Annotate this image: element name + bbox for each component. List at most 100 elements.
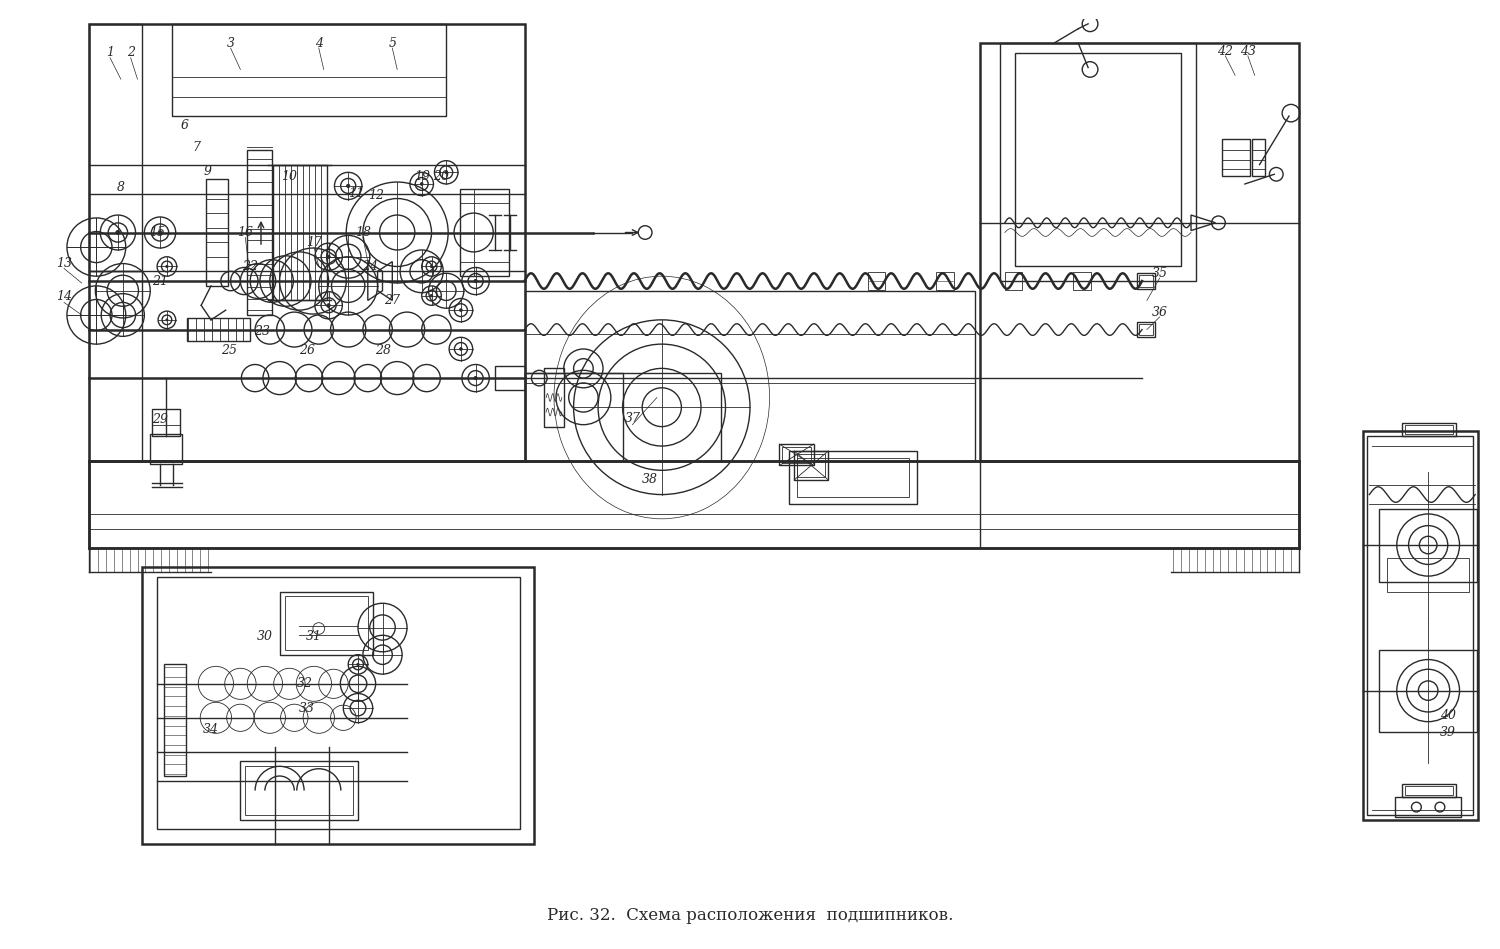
Text: 34: 34 bbox=[202, 723, 219, 735]
Bar bbox=[150, 435, 182, 463]
Text: 15: 15 bbox=[148, 226, 165, 239]
Bar bbox=[1362, 432, 1478, 820]
Text: 3: 3 bbox=[226, 37, 234, 49]
Text: Рис. 32.  Схема расположения  подшипников.: Рис. 32. Схема расположения подшипников. bbox=[548, 907, 952, 924]
Bar bbox=[796, 454, 825, 477]
Circle shape bbox=[357, 663, 358, 665]
Text: 16: 16 bbox=[237, 226, 254, 239]
Bar bbox=[460, 203, 509, 262]
Text: 35: 35 bbox=[1152, 267, 1167, 280]
Text: 37: 37 bbox=[624, 413, 640, 425]
Circle shape bbox=[327, 255, 330, 258]
Bar bbox=[88, 24, 525, 460]
Bar bbox=[1368, 437, 1473, 815]
Text: 7: 7 bbox=[192, 140, 201, 154]
Bar bbox=[152, 409, 180, 437]
Text: 20: 20 bbox=[433, 170, 450, 183]
Text: 17: 17 bbox=[306, 235, 322, 249]
Bar bbox=[88, 271, 142, 460]
Bar bbox=[158, 577, 519, 829]
Text: 31: 31 bbox=[306, 630, 322, 642]
Bar bbox=[1388, 558, 1470, 591]
Circle shape bbox=[165, 266, 168, 268]
Bar bbox=[206, 179, 228, 286]
Text: 9: 9 bbox=[202, 165, 211, 177]
Bar bbox=[246, 767, 352, 815]
Bar bbox=[1252, 140, 1266, 177]
Text: 8: 8 bbox=[117, 181, 124, 195]
Bar bbox=[1074, 272, 1090, 289]
Bar bbox=[240, 761, 358, 820]
Text: 24: 24 bbox=[362, 260, 378, 273]
Circle shape bbox=[459, 308, 462, 311]
Bar bbox=[1401, 784, 1455, 797]
Text: 30: 30 bbox=[256, 630, 273, 642]
Bar bbox=[1378, 509, 1478, 582]
Bar bbox=[88, 24, 142, 271]
Text: 6: 6 bbox=[180, 120, 189, 132]
Text: 19: 19 bbox=[414, 170, 429, 183]
Bar bbox=[88, 460, 1299, 548]
Text: 23: 23 bbox=[254, 325, 270, 338]
Text: 14: 14 bbox=[56, 290, 72, 303]
Text: 39: 39 bbox=[1440, 726, 1456, 739]
Text: 28: 28 bbox=[375, 344, 392, 358]
Text: 2: 2 bbox=[126, 47, 135, 60]
Text: 38: 38 bbox=[642, 474, 658, 487]
Circle shape bbox=[166, 319, 168, 321]
Bar bbox=[1222, 140, 1250, 177]
Text: 29: 29 bbox=[152, 414, 168, 426]
Bar bbox=[248, 150, 272, 315]
Bar bbox=[285, 597, 368, 650]
Bar bbox=[1137, 273, 1155, 288]
Text: 13: 13 bbox=[56, 257, 72, 270]
Bar bbox=[1014, 53, 1180, 267]
Bar bbox=[1005, 272, 1023, 289]
Text: 25: 25 bbox=[220, 344, 237, 358]
Bar bbox=[525, 290, 975, 460]
Bar bbox=[981, 460, 1299, 548]
Bar bbox=[525, 373, 622, 460]
Bar bbox=[1137, 322, 1155, 337]
Bar bbox=[273, 164, 327, 301]
Text: 42: 42 bbox=[1218, 45, 1233, 58]
Text: 10: 10 bbox=[282, 170, 297, 183]
Bar bbox=[780, 444, 813, 465]
Bar bbox=[794, 451, 828, 480]
Text: 22: 22 bbox=[242, 260, 258, 273]
Bar bbox=[783, 447, 812, 462]
Text: 36: 36 bbox=[1152, 306, 1167, 319]
Text: 1: 1 bbox=[106, 47, 114, 60]
Bar bbox=[544, 368, 564, 427]
Bar bbox=[279, 591, 372, 655]
Bar bbox=[525, 373, 720, 460]
Bar bbox=[981, 44, 1299, 460]
Text: 18: 18 bbox=[356, 226, 370, 239]
Circle shape bbox=[474, 377, 477, 380]
Text: 12: 12 bbox=[368, 189, 384, 202]
Bar bbox=[1404, 786, 1452, 795]
Bar bbox=[1401, 422, 1455, 437]
Circle shape bbox=[459, 347, 462, 350]
Circle shape bbox=[446, 171, 447, 174]
Bar bbox=[789, 451, 916, 504]
Circle shape bbox=[158, 231, 162, 234]
Text: 33: 33 bbox=[298, 701, 315, 715]
Bar bbox=[936, 272, 954, 289]
Text: 21: 21 bbox=[152, 274, 168, 288]
Text: 27: 27 bbox=[384, 294, 400, 307]
Text: 32: 32 bbox=[297, 678, 314, 690]
Bar bbox=[460, 189, 509, 276]
Text: 4: 4 bbox=[315, 37, 322, 49]
Bar bbox=[495, 366, 525, 390]
Bar bbox=[1138, 324, 1154, 335]
Bar bbox=[1138, 275, 1154, 287]
Circle shape bbox=[116, 231, 120, 234]
Bar bbox=[186, 318, 250, 342]
Bar bbox=[796, 457, 909, 497]
Text: 40: 40 bbox=[1440, 709, 1456, 722]
Circle shape bbox=[474, 279, 477, 283]
Bar bbox=[1000, 44, 1196, 281]
Text: 43: 43 bbox=[1240, 45, 1256, 58]
Circle shape bbox=[346, 184, 350, 188]
